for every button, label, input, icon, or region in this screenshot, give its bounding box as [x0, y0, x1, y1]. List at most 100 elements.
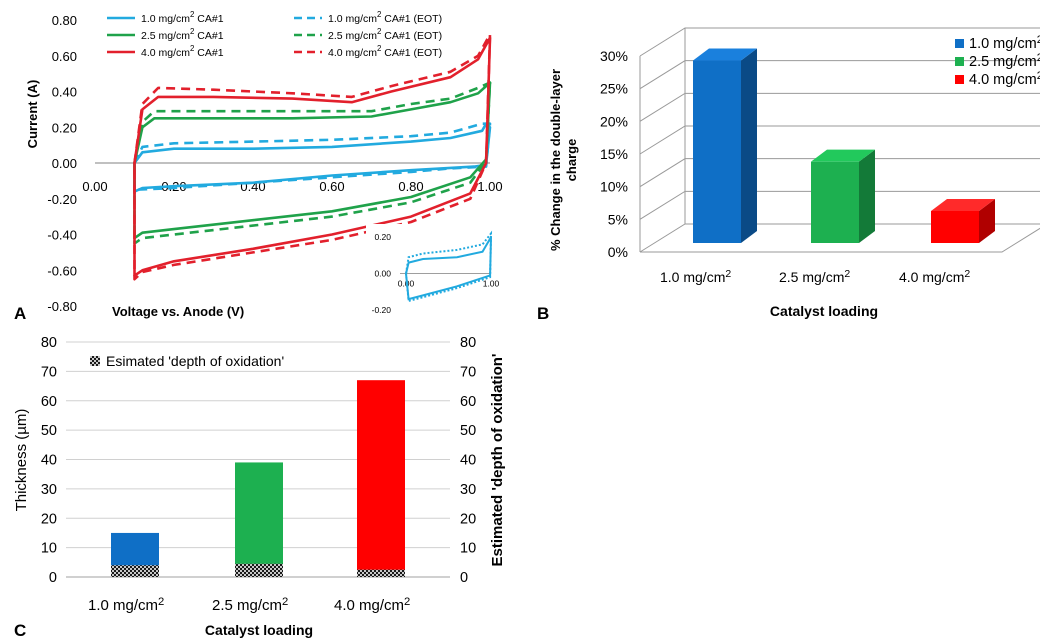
a-series-group	[133, 32, 492, 281]
a-legend-entry: 4.0 mg/cm2 CA#1	[107, 44, 224, 59]
a-series-6-curve	[133, 32, 492, 281]
c-y-tick-label: 50	[41, 423, 57, 439]
a-inset-y-tick-label: 0.20	[374, 232, 391, 242]
b-bar-top	[811, 149, 875, 162]
c-y-tick-label-right: 80	[460, 335, 476, 351]
a-legend-label: 2.5 mg/cm2 CA#1	[141, 27, 224, 42]
b-legend-entry: 1.0 mg/cm2	[955, 34, 1040, 52]
a-legend: 1.0 mg/cm2 CA#1 1.0 mg/cm2 CA#1 (EOT) 2.5 …	[107, 10, 442, 59]
c-bar-thickness-2	[235, 462, 283, 577]
c-x-tick-labels: 1.0 mg/cm2 2.5 mg/cm2 4.0 mg/cm2	[88, 596, 410, 614]
b-legend-swatch	[955, 39, 964, 48]
c-legend-swatch	[90, 356, 100, 366]
a-legend-entry: 1.0 mg/cm2 CA#1 (EOT)	[294, 10, 442, 25]
b-bar-top	[693, 48, 757, 61]
c-y-tick-label: 80	[41, 335, 57, 351]
c-bar-oxidation-2	[235, 563, 283, 577]
b-floor-edge	[640, 227, 1040, 253]
c-x-axis-title: Catalyst loading	[205, 622, 313, 638]
c-y-tick-label-right: 60	[460, 394, 476, 410]
a-x-tick-label: 0.80	[398, 179, 423, 194]
c-y-tick-label: 40	[41, 453, 57, 469]
a-legend-label: 1.0 mg/cm2 CA#1	[141, 10, 224, 25]
c-x-tick-label: 1.0 mg/cm2	[88, 596, 164, 614]
b-legend-entry: 4.0 mg/cm2	[955, 70, 1040, 88]
b-bar-2	[811, 149, 875, 243]
a-legend-entry: 2.5 mg/cm2 CA#1 (EOT)	[294, 27, 442, 42]
a-inset-y-tick-label: 0.00	[374, 269, 391, 279]
b-x-tick-label: 4.0 mg/cm2	[899, 268, 970, 285]
panel-label-a: A	[14, 304, 26, 323]
b-bar-1	[693, 48, 757, 243]
b-x-axis-title: Catalyst loading	[770, 303, 878, 319]
c-y-tick-label-right: 20	[460, 511, 476, 527]
a-x-tick-label: 1.00	[477, 179, 502, 194]
b-y-axis-title-line1: % Change in the double-layer	[548, 69, 563, 251]
b-3d-frame	[639, 27, 1040, 253]
b-bar-top	[931, 198, 995, 211]
b-bar-side	[859, 149, 875, 243]
b-bar-side	[979, 198, 995, 243]
b-x-tick-label: 1.0 mg/cm2	[660, 268, 731, 285]
a-y-tick-label: 0.00	[52, 156, 77, 171]
c-y-tick-label-right: 30	[460, 482, 476, 498]
a-legend-entry: 1.0 mg/cm2 CA#1	[107, 10, 224, 25]
a-legend-label: 4.0 mg/cm2 CA#1	[141, 44, 224, 59]
b-x-tick-label: 2.5 mg/cm2	[779, 268, 850, 285]
b-y-tick-label: 5%	[608, 211, 628, 227]
a-x-tick-label: 0.00	[82, 179, 107, 194]
a-y-tick-label: 0.60	[52, 49, 77, 64]
b-y-axis-title-line2: charge	[564, 139, 579, 182]
a-inset-plot: 0.200.00-0.200.00 1.00	[366, 224, 500, 315]
b-y-tick-labels: 0% 5% 10% 15% 20% 25% 30%	[600, 48, 628, 260]
a-y-tick-label: 0.40	[52, 85, 77, 100]
b-bar-side	[741, 48, 757, 243]
c-y-tick-label-right: 50	[460, 423, 476, 439]
b-y-tick-label: 20%	[600, 113, 628, 129]
a-series-3-curve	[133, 81, 492, 240]
a-y-axis-title: Current (A)	[25, 80, 40, 149]
b-bar-front	[693, 60, 741, 243]
a-y-tick-labels: 0.80 0.60 0.40 0.20 0.00 -0.20 -0.40 -0.60 -0.80	[47, 13, 77, 314]
c-y-tick-label-right: 70	[460, 364, 476, 380]
b-y-tick-label: 25%	[600, 81, 628, 97]
a-legend-entry: 2.5 mg/cm2 CA#1	[107, 27, 224, 42]
a-legend-label: 2.5 mg/cm2 CA#1 (EOT)	[328, 27, 442, 42]
a-y-tick-label: -0.20	[47, 192, 77, 207]
c-y-tick-label-right: 40	[460, 453, 476, 469]
b-bars-group	[693, 48, 995, 243]
c-y-axis-title-right: Estimated 'depth of oxidation'	[489, 354, 506, 567]
a-y-tick-label: -0.80	[47, 299, 77, 314]
panel-label-c: C	[14, 621, 26, 640]
c-y-tick-label: 0	[49, 570, 57, 586]
panel-label-b: B	[537, 304, 549, 323]
a-series-4-curve	[133, 81, 492, 245]
c-y-tick-labels-left: 0 10 20 30 40 50 60 70 80	[41, 335, 57, 586]
b-x-tick-labels: 1.0 mg/cm2 2.5 mg/cm2 4.0 mg/cm2	[660, 268, 970, 285]
b-legend-label: 2.5 mg/cm2	[969, 52, 1040, 70]
c-y-axis-title-left: Thickness (µm)	[13, 409, 30, 512]
a-y-tick-label: 0.80	[52, 13, 77, 28]
b-y-tick-label: 15%	[600, 146, 628, 162]
b-y-tick-label: 30%	[600, 48, 628, 64]
b-bar-front	[931, 210, 979, 243]
c-y-tick-label: 70	[41, 364, 57, 380]
c-y-tick-label: 30	[41, 482, 57, 498]
c-y-tick-label: 10	[41, 541, 57, 557]
c-y-tick-labels-right: 0 10 20 30 40 50 60 70 80	[460, 335, 476, 586]
c-bars-group	[111, 380, 405, 577]
a-series-2-curve	[133, 122, 492, 192]
panel-b-bar-chart: 0%5%10%15%20%25%30% 1.0 mg/cm2 2.5 mg/cm2…	[537, 27, 1040, 323]
b-legend-label: 4.0 mg/cm2	[969, 70, 1040, 88]
b-bar-3	[931, 198, 995, 243]
a-y-tick-label: 0.20	[52, 120, 77, 135]
a-inset-series-2-curve	[405, 230, 493, 303]
b-legend-label: 1.0 mg/cm2	[969, 34, 1040, 52]
a-y-tick-label: -0.40	[47, 228, 77, 243]
a-legend-label: 1.0 mg/cm2 CA#1 (EOT)	[328, 10, 442, 25]
a-inset-x-tick-label: 1.00	[483, 279, 500, 289]
a-y-tick-label: -0.60	[47, 263, 77, 278]
a-legend-label: 4.0 mg/cm2 CA#1 (EOT)	[328, 44, 442, 59]
c-y-tick-label-right: 0	[460, 570, 468, 586]
